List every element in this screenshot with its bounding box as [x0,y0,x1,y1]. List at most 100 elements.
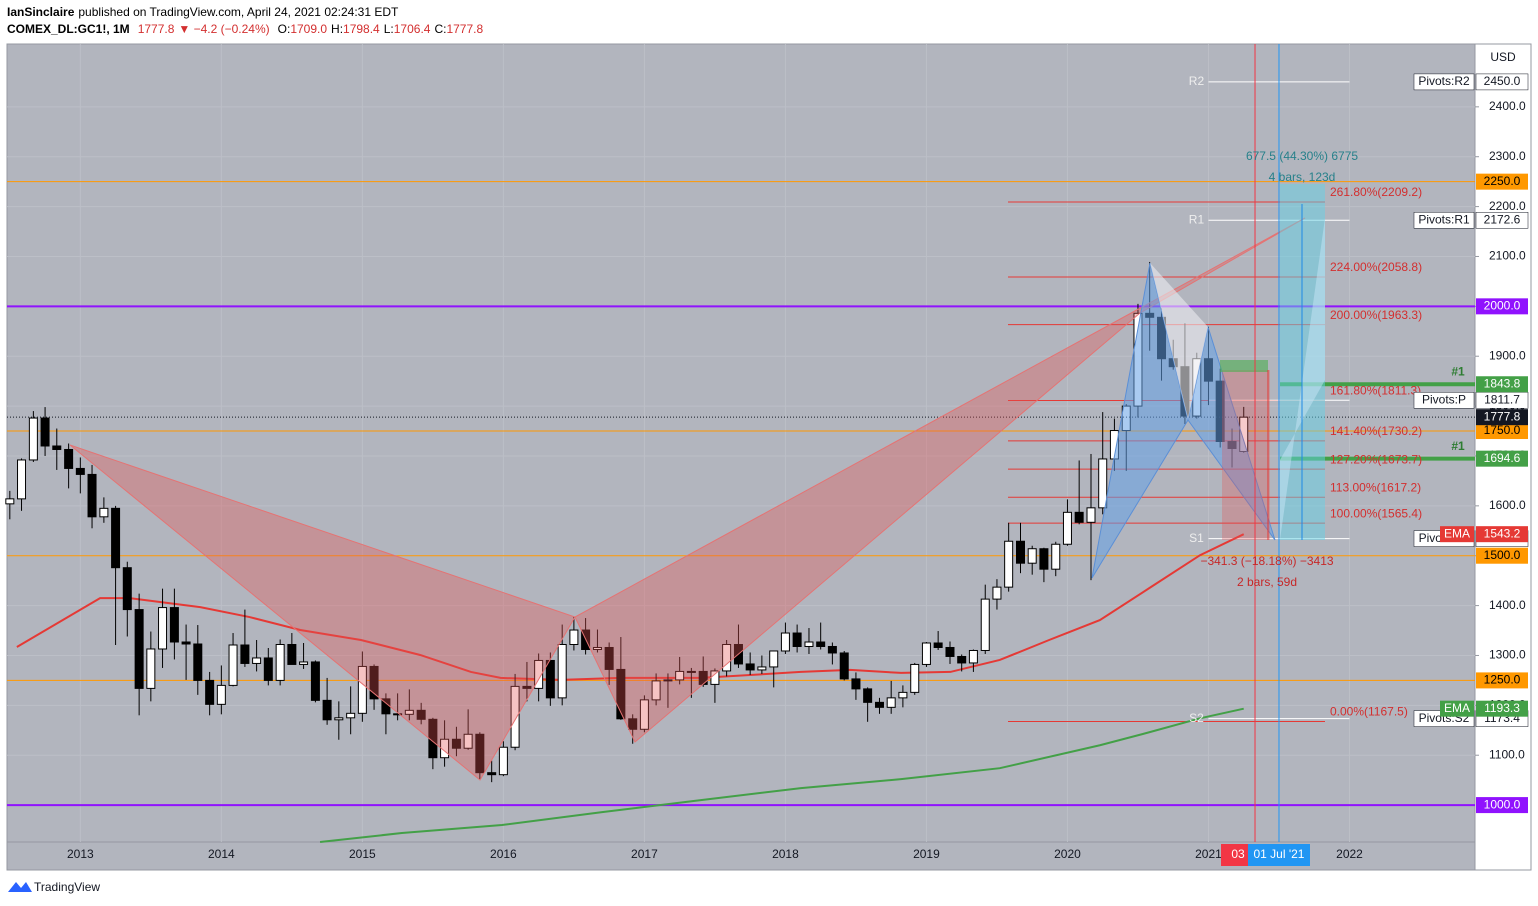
pivot-value: 2450.0 [1484,74,1521,88]
ema-value: 1543.2 [1484,526,1521,540]
candle-body [945,646,955,657]
x-tick-label: 2020 [1054,847,1081,861]
ema-name: EMA [1444,526,1470,540]
pivot-value: 1811.7 [1484,392,1520,406]
brand: TradingView [34,880,100,894]
level-label: 2250.0 [1484,174,1521,188]
x-tick-label: 2017 [631,847,658,861]
level-label: 1250.0 [1484,673,1521,687]
x-tick-label: 2021 [1195,847,1222,861]
fib-label: 261.80%(2209.2) [1330,185,1422,199]
level-label: 1500.0 [1484,548,1521,562]
candle-body [193,643,203,681]
ema-name: EMA [1444,701,1470,715]
candle-body [545,659,555,699]
pivot-tag: Pivots:R2 [1418,74,1470,88]
ema-name-box [1440,700,1474,717]
candle-body [52,445,62,450]
logo-icon [8,882,32,892]
candle-body [75,467,85,475]
ohlc-key: C: [434,22,446,36]
candle-body [663,679,673,682]
candle-body [369,665,379,700]
candle-body [440,738,450,759]
pivot-name: S2 [1189,711,1204,725]
candle-body [111,507,121,569]
candle-body [357,665,367,714]
candle-body [992,586,1002,600]
target-name: #1 [1451,364,1465,378]
candle-body [804,641,814,647]
candle-body [851,678,861,690]
candle-body [475,733,485,774]
candle-body [921,642,931,665]
candle-body [252,657,262,664]
candle-body [17,459,27,500]
candle-body [1051,543,1061,570]
candle-body [569,629,579,645]
ohlc-value: 1706.4 [394,22,431,36]
ema-value-box [1476,526,1528,543]
pattern-leg [69,444,576,781]
pivot-value: 2172.6 [1484,212,1521,226]
change: ▼ −4.2 (−0.24%) [178,22,269,36]
candle-body [898,691,908,699]
measure-up: 677.5 (44.30%) 6775 [1246,149,1358,163]
level-label-box [1476,298,1528,315]
x-tick-label: 2019 [913,847,940,861]
candle-body [592,646,602,650]
pivot-tag-box [1413,212,1475,229]
candle-body [616,668,626,720]
candle-body [87,473,97,518]
y-tick-label: 1600.0 [1489,498,1526,512]
ohlc-key: O: [278,22,291,36]
fib-label: 224.00%(2058.8) [1330,260,1422,274]
fib-label: 0.00%(1167.5) [1330,705,1408,719]
level-label-box [1476,547,1528,564]
candle-body [1074,511,1084,523]
y-tick-label: 1900.0 [1489,348,1526,362]
y-tick-label: 1400.0 [1489,598,1526,612]
candle-body [240,644,250,664]
level-label-box [1476,672,1528,689]
level-label: 1750.0 [1484,423,1521,437]
candle-body [299,661,309,665]
candle-body [839,652,849,680]
last-price: 1777.8 [138,22,175,36]
candle-body [780,632,790,652]
x-tick-label: 2014 [208,847,235,861]
candle-body [99,507,109,518]
entry-zone [1220,360,1268,372]
ema-value: 1193.3 [1484,701,1520,715]
candle-body [968,649,978,664]
x-tick-label: 2022 [1336,847,1363,861]
candle-body [463,733,473,749]
level-label: 2000.0 [1484,299,1521,313]
fib-label: 127.20%(1673.7) [1330,452,1422,466]
candle-body [451,738,461,749]
candle-body [498,746,508,776]
candle-body [980,598,990,651]
pivot-value-box [1475,73,1529,91]
candle-body [863,688,873,703]
candle-body [346,712,356,719]
fib-label: 141.40%(1730.2) [1330,424,1422,438]
candle-body [769,650,779,668]
y-tick-label: 2100.0 [1489,249,1526,263]
x-tick-label: 2013 [67,847,94,861]
candle-body [534,659,544,689]
y-tick-label: 2400.0 [1489,99,1526,113]
candle-body [334,717,344,721]
candle-body [1004,540,1014,588]
ohlc-value: 1777.8 [446,22,483,36]
candle-body [1062,511,1072,545]
fib-label: 113.00%(1617.2) [1330,480,1421,494]
target-box [1476,376,1528,393]
ema-value-box [1476,700,1528,717]
candle-body [146,648,156,689]
pivot-tag: Pivots:R1 [1418,212,1470,226]
candle-body [1039,548,1049,570]
candle-body [158,607,168,650]
plot-layers [5,44,1475,843]
